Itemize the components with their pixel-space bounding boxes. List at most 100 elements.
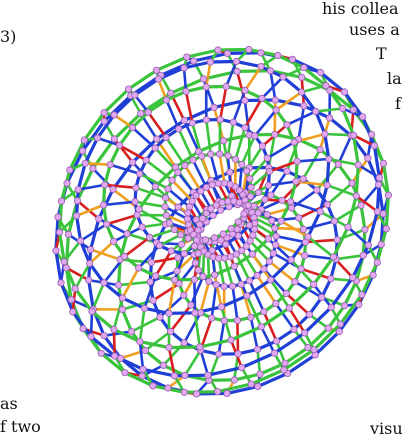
atom	[210, 103, 218, 112]
bond	[97, 217, 129, 236]
bond	[120, 296, 146, 310]
bond	[155, 118, 186, 141]
bond	[144, 159, 174, 182]
atom	[246, 237, 254, 245]
bond	[73, 287, 94, 313]
atom	[110, 111, 118, 119]
lattice-atoms	[52, 45, 392, 398]
atom	[67, 296, 75, 304]
atom	[264, 235, 272, 243]
bond	[354, 163, 360, 198]
atom	[257, 49, 265, 57]
bond	[240, 134, 257, 166]
atom	[210, 234, 219, 242]
bond	[144, 330, 172, 352]
atom	[189, 156, 197, 164]
bond	[240, 249, 259, 277]
bond	[352, 134, 376, 148]
atom	[323, 181, 331, 189]
atom	[288, 55, 296, 63]
atom	[238, 363, 246, 372]
atom	[132, 184, 140, 192]
atom	[344, 223, 352, 231]
atom	[261, 195, 269, 204]
bond	[118, 144, 148, 162]
atom	[170, 276, 179, 284]
bond	[83, 162, 112, 166]
bond	[193, 311, 202, 349]
bond	[79, 222, 108, 243]
bond	[130, 110, 150, 130]
bond	[336, 162, 354, 185]
atom	[373, 207, 381, 216]
atom	[269, 249, 277, 257]
bond	[372, 144, 381, 180]
atom	[71, 284, 79, 293]
bond	[169, 303, 193, 333]
atom	[357, 201, 365, 209]
atom	[208, 181, 216, 189]
atom	[100, 109, 108, 117]
atom	[217, 206, 225, 214]
atom	[287, 204, 296, 212]
atom	[165, 343, 173, 352]
atom	[153, 135, 161, 143]
atom	[324, 324, 332, 332]
bond	[262, 310, 278, 343]
bond	[338, 293, 364, 326]
bond	[306, 210, 322, 239]
atom	[278, 196, 286, 204]
bond	[159, 59, 196, 77]
atom	[159, 361, 167, 369]
atom	[293, 157, 301, 165]
atom	[271, 96, 279, 104]
atom	[230, 262, 238, 270]
atom	[266, 276, 275, 284]
bond	[318, 183, 329, 214]
atom	[201, 236, 210, 244]
bond	[117, 280, 152, 287]
bond	[259, 306, 291, 329]
bond	[146, 98, 168, 114]
bond	[102, 330, 133, 338]
atom	[256, 370, 264, 378]
atom	[138, 372, 146, 380]
atom	[109, 185, 117, 193]
bond	[121, 266, 140, 300]
bond	[328, 88, 355, 112]
atom	[248, 250, 256, 258]
bond	[123, 371, 155, 388]
atom	[162, 211, 170, 219]
bond	[356, 163, 381, 180]
atom	[300, 64, 308, 72]
bond	[284, 292, 311, 316]
atom	[223, 389, 231, 397]
atom	[226, 168, 234, 176]
atom	[81, 159, 89, 167]
atom	[214, 179, 222, 187]
atom	[232, 57, 240, 66]
bond	[232, 89, 247, 124]
atom	[218, 199, 226, 207]
atom	[358, 290, 366, 299]
atom	[63, 179, 71, 187]
bond	[118, 258, 153, 264]
bond	[360, 260, 379, 297]
bond	[182, 105, 216, 123]
bond	[75, 166, 95, 203]
atom	[170, 226, 178, 234]
atom	[287, 256, 295, 264]
atom	[100, 117, 108, 125]
bond	[314, 109, 327, 136]
atom	[330, 217, 338, 225]
atom	[233, 67, 241, 76]
bond	[88, 217, 101, 252]
atom	[214, 46, 222, 54]
atom	[223, 49, 232, 58]
atom	[299, 225, 308, 233]
bond	[146, 110, 168, 139]
bond	[245, 278, 273, 298]
body-text-fragment: 3)	[0, 27, 17, 46]
atom	[271, 241, 280, 249]
bond	[341, 106, 356, 137]
